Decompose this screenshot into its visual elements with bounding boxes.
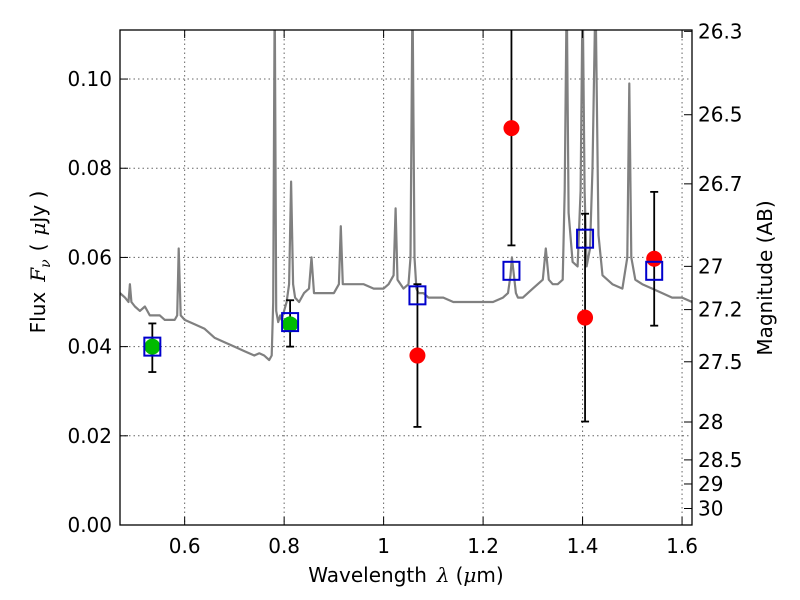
model-photometry-box [502, 260, 521, 281]
right-tick-label: 27.2 [698, 298, 743, 322]
red-data-point [409, 347, 426, 364]
model-photometry-box [645, 260, 664, 281]
y-axis-label-word: Flux [26, 292, 50, 334]
red-data-point [503, 120, 520, 137]
grid-lines [120, 30, 692, 525]
right-tick-label: 27 [698, 254, 723, 278]
right-tick-label: 26.5 [698, 103, 743, 127]
y-axis-label-unit-symbol: μ [26, 223, 50, 236]
x-axis-label: Wavelength λ (μm) [308, 563, 503, 587]
x-tick-label: 1.4 [567, 534, 599, 558]
model-photometry-boxes [143, 228, 664, 357]
x-axis-label-word: Wavelength [308, 563, 427, 587]
y-axis-label-unit: Jy ) [26, 191, 50, 225]
plot-frame [119, 29, 693, 526]
y-tick-label: 0.08 [67, 156, 112, 180]
model-spectrum-line [120, 30, 692, 362]
model-photometry-box [281, 312, 300, 333]
y-tick-label: 0.04 [67, 335, 112, 359]
right-tick-label: 28.5 [698, 448, 743, 472]
x-tick-label: 0.6 [169, 534, 201, 558]
x-tick-label: 0.8 [268, 534, 300, 558]
y-axis-ticks: 0.00 0.02 0.04 0.06 0.08 0.10 [67, 67, 128, 537]
right-tick-label: 28 [698, 410, 723, 434]
x-tick-label: 1.2 [467, 534, 499, 558]
right-axis-label: Magnitude (AB) [753, 200, 777, 355]
model-photometry-box [576, 228, 595, 249]
y-axis-label-subscript: ν [38, 259, 54, 268]
red-data-point [646, 250, 663, 267]
right-tick-label: 26.7 [698, 172, 743, 196]
y-axis-label-symbol: F [26, 267, 50, 283]
y-tick-label: 0.06 [67, 245, 112, 269]
x-tick-label: 1.6 [666, 534, 698, 558]
y-axis-label-open: ( [26, 244, 50, 252]
y-axis-label: Flux Fν ( μJy ) [26, 191, 54, 334]
green-data-point [144, 338, 161, 355]
right-tick-label: 29 [698, 472, 723, 496]
x-axis-label-unit: m) [476, 563, 503, 587]
x-tick-label: 1 [377, 534, 390, 558]
x-axis-label-unit-symbol: μ [463, 563, 476, 587]
x-axis-label-symbol: λ [436, 563, 450, 587]
right-tick-label: 26.3 [698, 19, 743, 43]
plot-data [120, 30, 692, 428]
right-tick-label: 30 [698, 497, 723, 521]
y-tick-label: 0.10 [67, 67, 112, 91]
right-tick-label: 27.5 [698, 350, 743, 374]
x-axis-ticks: 0.6 0.8 1 1.2 1.4 1.6 [169, 30, 698, 558]
model-photometry-box [408, 285, 427, 306]
green-data-point [282, 316, 299, 333]
red-data-point [577, 309, 594, 326]
model-photometry-box [143, 336, 162, 357]
x-axis-label-open: ( [456, 563, 464, 587]
y-tick-label: 0.00 [67, 513, 112, 537]
y-tick-label: 0.02 [67, 424, 112, 448]
